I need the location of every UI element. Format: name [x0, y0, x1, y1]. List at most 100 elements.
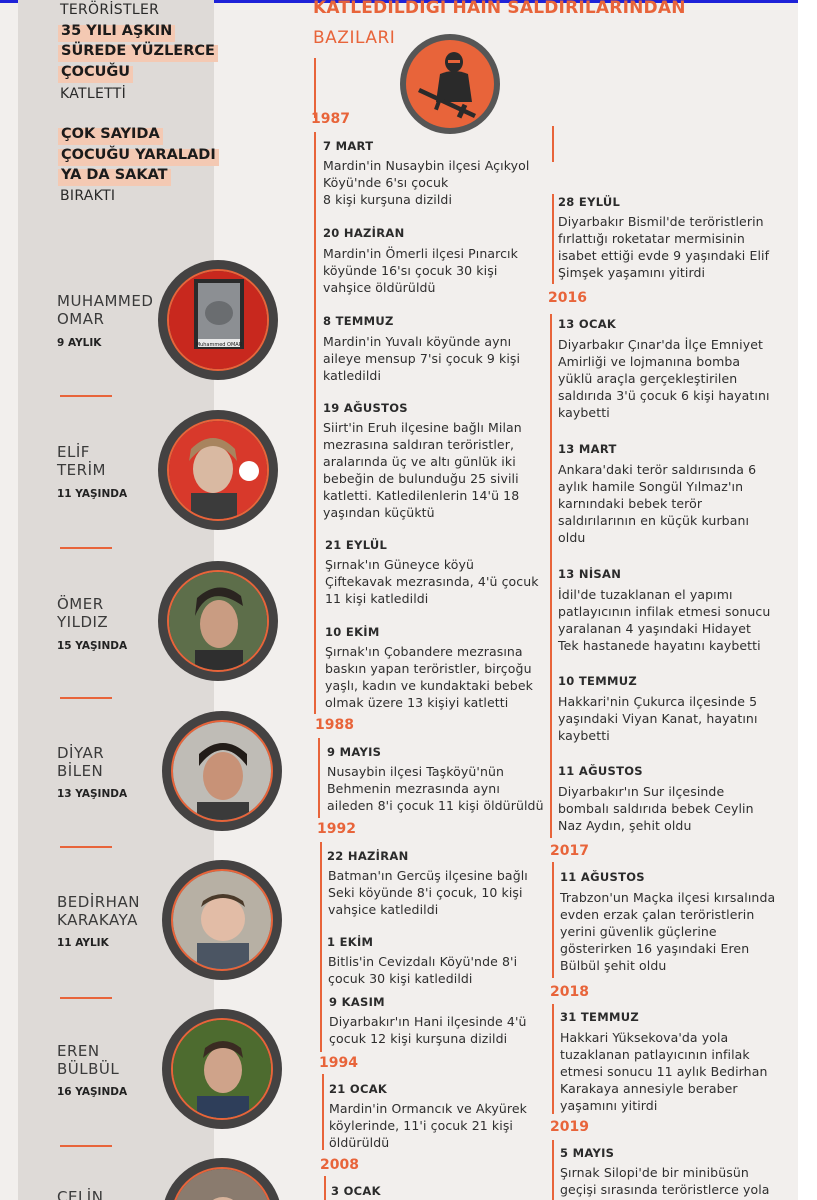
victim-age: 11 YAŞINDA	[57, 488, 128, 500]
victim-photo	[158, 561, 278, 681]
event-text: Mardin'in Ormancık ve Akyürek köylerinde,…	[329, 1101, 527, 1150]
event-date: 8 TEMMUZ	[323, 314, 394, 328]
event-text: Diyarbakır'ın Sur ilçesinde bombalı saldı…	[558, 784, 754, 833]
divider	[60, 547, 112, 549]
year-label: 2008	[320, 1157, 359, 1173]
timeline-line	[314, 132, 316, 714]
victim-photo	[162, 1009, 282, 1129]
timeline-line	[552, 1004, 554, 1114]
intro-highlight-line: ÇOK SAYIDA	[58, 125, 163, 145]
event-text: Mardin'in Yuvalı köyünde aynı aileye mens…	[323, 334, 521, 383]
victim-photo	[158, 410, 278, 530]
victim-name: EREN BÜLBÜL	[57, 1042, 120, 1078]
main-subtitle: BAZILARI	[313, 28, 396, 48]
event-date: 10 EKİM	[325, 625, 380, 639]
top-border	[0, 0, 817, 3]
intro-highlight-line: ÇOCUĞU	[58, 63, 134, 83]
timeline-line	[552, 862, 554, 978]
timeline-line	[552, 126, 554, 162]
event-date: 9 MAYIS	[327, 745, 382, 759]
victim-age: 13 YAŞINDA	[57, 788, 128, 800]
event-text: Hakkari Yüksekova'da yola tuzaklanan patl…	[560, 1030, 768, 1113]
intro-line: BIRAKTI	[60, 188, 116, 204]
victim-name: DİYAR BİLEN	[57, 744, 105, 780]
event-text: Trabzon'un Maçka ilçesi kırsalında evden …	[560, 890, 776, 973]
intro-line: KATLETTİ	[60, 86, 127, 102]
victim-photo: Muhammed OMAR	[158, 260, 278, 380]
event-date: 31 TEMMUZ	[560, 1010, 639, 1024]
event-date: 13 OCAK	[558, 317, 617, 331]
right-margin	[798, 0, 817, 1200]
year-label: 1994	[319, 1055, 358, 1071]
victim-age: 16 YAŞINDA	[57, 1086, 128, 1098]
event-date: 3 OCAK	[331, 1184, 381, 1198]
divider	[60, 1145, 112, 1147]
event-text: Nusaybin ilçesi Taşköyü'nün Behmenin mezr…	[327, 764, 544, 813]
timeline-line	[320, 842, 322, 1052]
divider	[60, 697, 112, 699]
divider	[60, 997, 112, 999]
victim-photo	[162, 860, 282, 980]
intro-highlight-line: YA DA SAKAT	[58, 166, 171, 186]
intro-highlight-line: 35 YILI AŞKIN	[58, 22, 176, 42]
intro-highlight-line: ÇOCUĞU YARALADI	[58, 146, 219, 166]
victim-name: CELİN	[57, 1188, 104, 1200]
victim-name: BEDİRHAN KARAKAYA	[57, 893, 140, 929]
event-text: Şırnak Silopi'de bir minibüsün geçişi sır…	[560, 1165, 770, 1197]
event-date: 5 MAYIS	[560, 1146, 615, 1160]
year-label: 2019	[550, 1119, 589, 1135]
event-text: Mardin'in Nusaybin ilçesi Açıkyol Köyü'nd…	[323, 158, 530, 207]
intro-top-word: TERÖRİSTLER	[60, 2, 160, 18]
event-text: Şırnak'ın Çobandere mezrasına baskın yapa…	[325, 644, 533, 710]
event-date: 10 TEMMUZ	[558, 674, 637, 688]
main-title: KATLEDİLDİĞİ HAİN SALDIRILARINDAN	[313, 0, 686, 18]
event-date: 19 AĞUSTOS	[323, 401, 408, 415]
timeline-line	[318, 738, 320, 818]
photo-caption: Muhammed OMAR	[196, 342, 243, 348]
year-label: 1987	[311, 111, 350, 127]
timeline-line	[314, 58, 316, 118]
victim-photo	[162, 711, 282, 831]
event-date: 13 NİSAN	[558, 567, 622, 581]
event-date: 9 KASIM	[329, 995, 385, 1009]
event-date: 21 EYLÜL	[325, 538, 388, 552]
victim-name: ÖMER YILDIZ	[57, 595, 109, 631]
terrorist-emblem-icon	[400, 34, 500, 134]
victim-name: MUHAMMED OMAR	[57, 292, 154, 328]
year-label: 2017	[550, 843, 589, 859]
year-label: 2018	[550, 984, 589, 1000]
event-text: Siirt'in Eruh ilçesine bağlı Milan mezras…	[323, 420, 522, 520]
divider	[60, 395, 112, 397]
victim-photo	[162, 1158, 282, 1200]
event-text: Şırnak'ın Güneyce köyü Çiftekavak mezrası…	[325, 557, 539, 606]
event-date: 13 MART	[558, 442, 617, 456]
year-label: 2016	[548, 290, 587, 306]
timeline-line	[552, 1140, 554, 1200]
event-text: Bitlis'in Cevizdalı Köyü'nde 8'i çocuk 30…	[328, 954, 518, 986]
event-date: 28 EYLÜL	[558, 195, 621, 209]
timeline-line	[322, 1074, 324, 1150]
event-text: Diyarbakır'ın Hani ilçesinde 4'ü çocuk 12…	[329, 1014, 527, 1046]
event-text: Hakkari'nin Çukurca ilçesinde 5 yaşındaki…	[558, 694, 758, 743]
event-date: 7 MART	[323, 139, 374, 153]
event-date: 1 EKİM	[327, 935, 374, 949]
victim-name: ELİF TERİM	[57, 443, 106, 479]
event-text: Diyarbakır Çınar'da İlçe Emniyet Amirliği…	[558, 337, 770, 420]
event-date: 21 OCAK	[329, 1082, 388, 1096]
victim-age: 15 YAŞINDA	[57, 640, 128, 652]
victim-age: 9 AYLIK	[57, 337, 102, 349]
year-label: 1992	[317, 821, 356, 837]
event-date: 11 AĞUSTOS	[558, 764, 643, 778]
event-text: Ankara'daki terör saldırısında 6 aylık ha…	[558, 462, 757, 545]
intro-highlight-line: SÜREDE YÜZLERCE	[58, 42, 218, 62]
event-date: 11 AĞUSTOS	[560, 870, 645, 884]
timeline-line	[550, 314, 552, 838]
event-text: Diyarbakır Bismil'de teröristlerin fırlat…	[558, 214, 770, 280]
event-text: İdil'de tuzaklanan el yapımı patlayıcının…	[558, 587, 771, 653]
divider	[60, 846, 112, 848]
year-label: 1988	[315, 717, 354, 733]
victim-age: 11 AYLIK	[57, 937, 109, 949]
event-date: 22 HAZİRAN	[327, 849, 409, 863]
event-text: Batman'ın Gercüş ilçesine bağlı Seki köyü…	[328, 868, 528, 917]
